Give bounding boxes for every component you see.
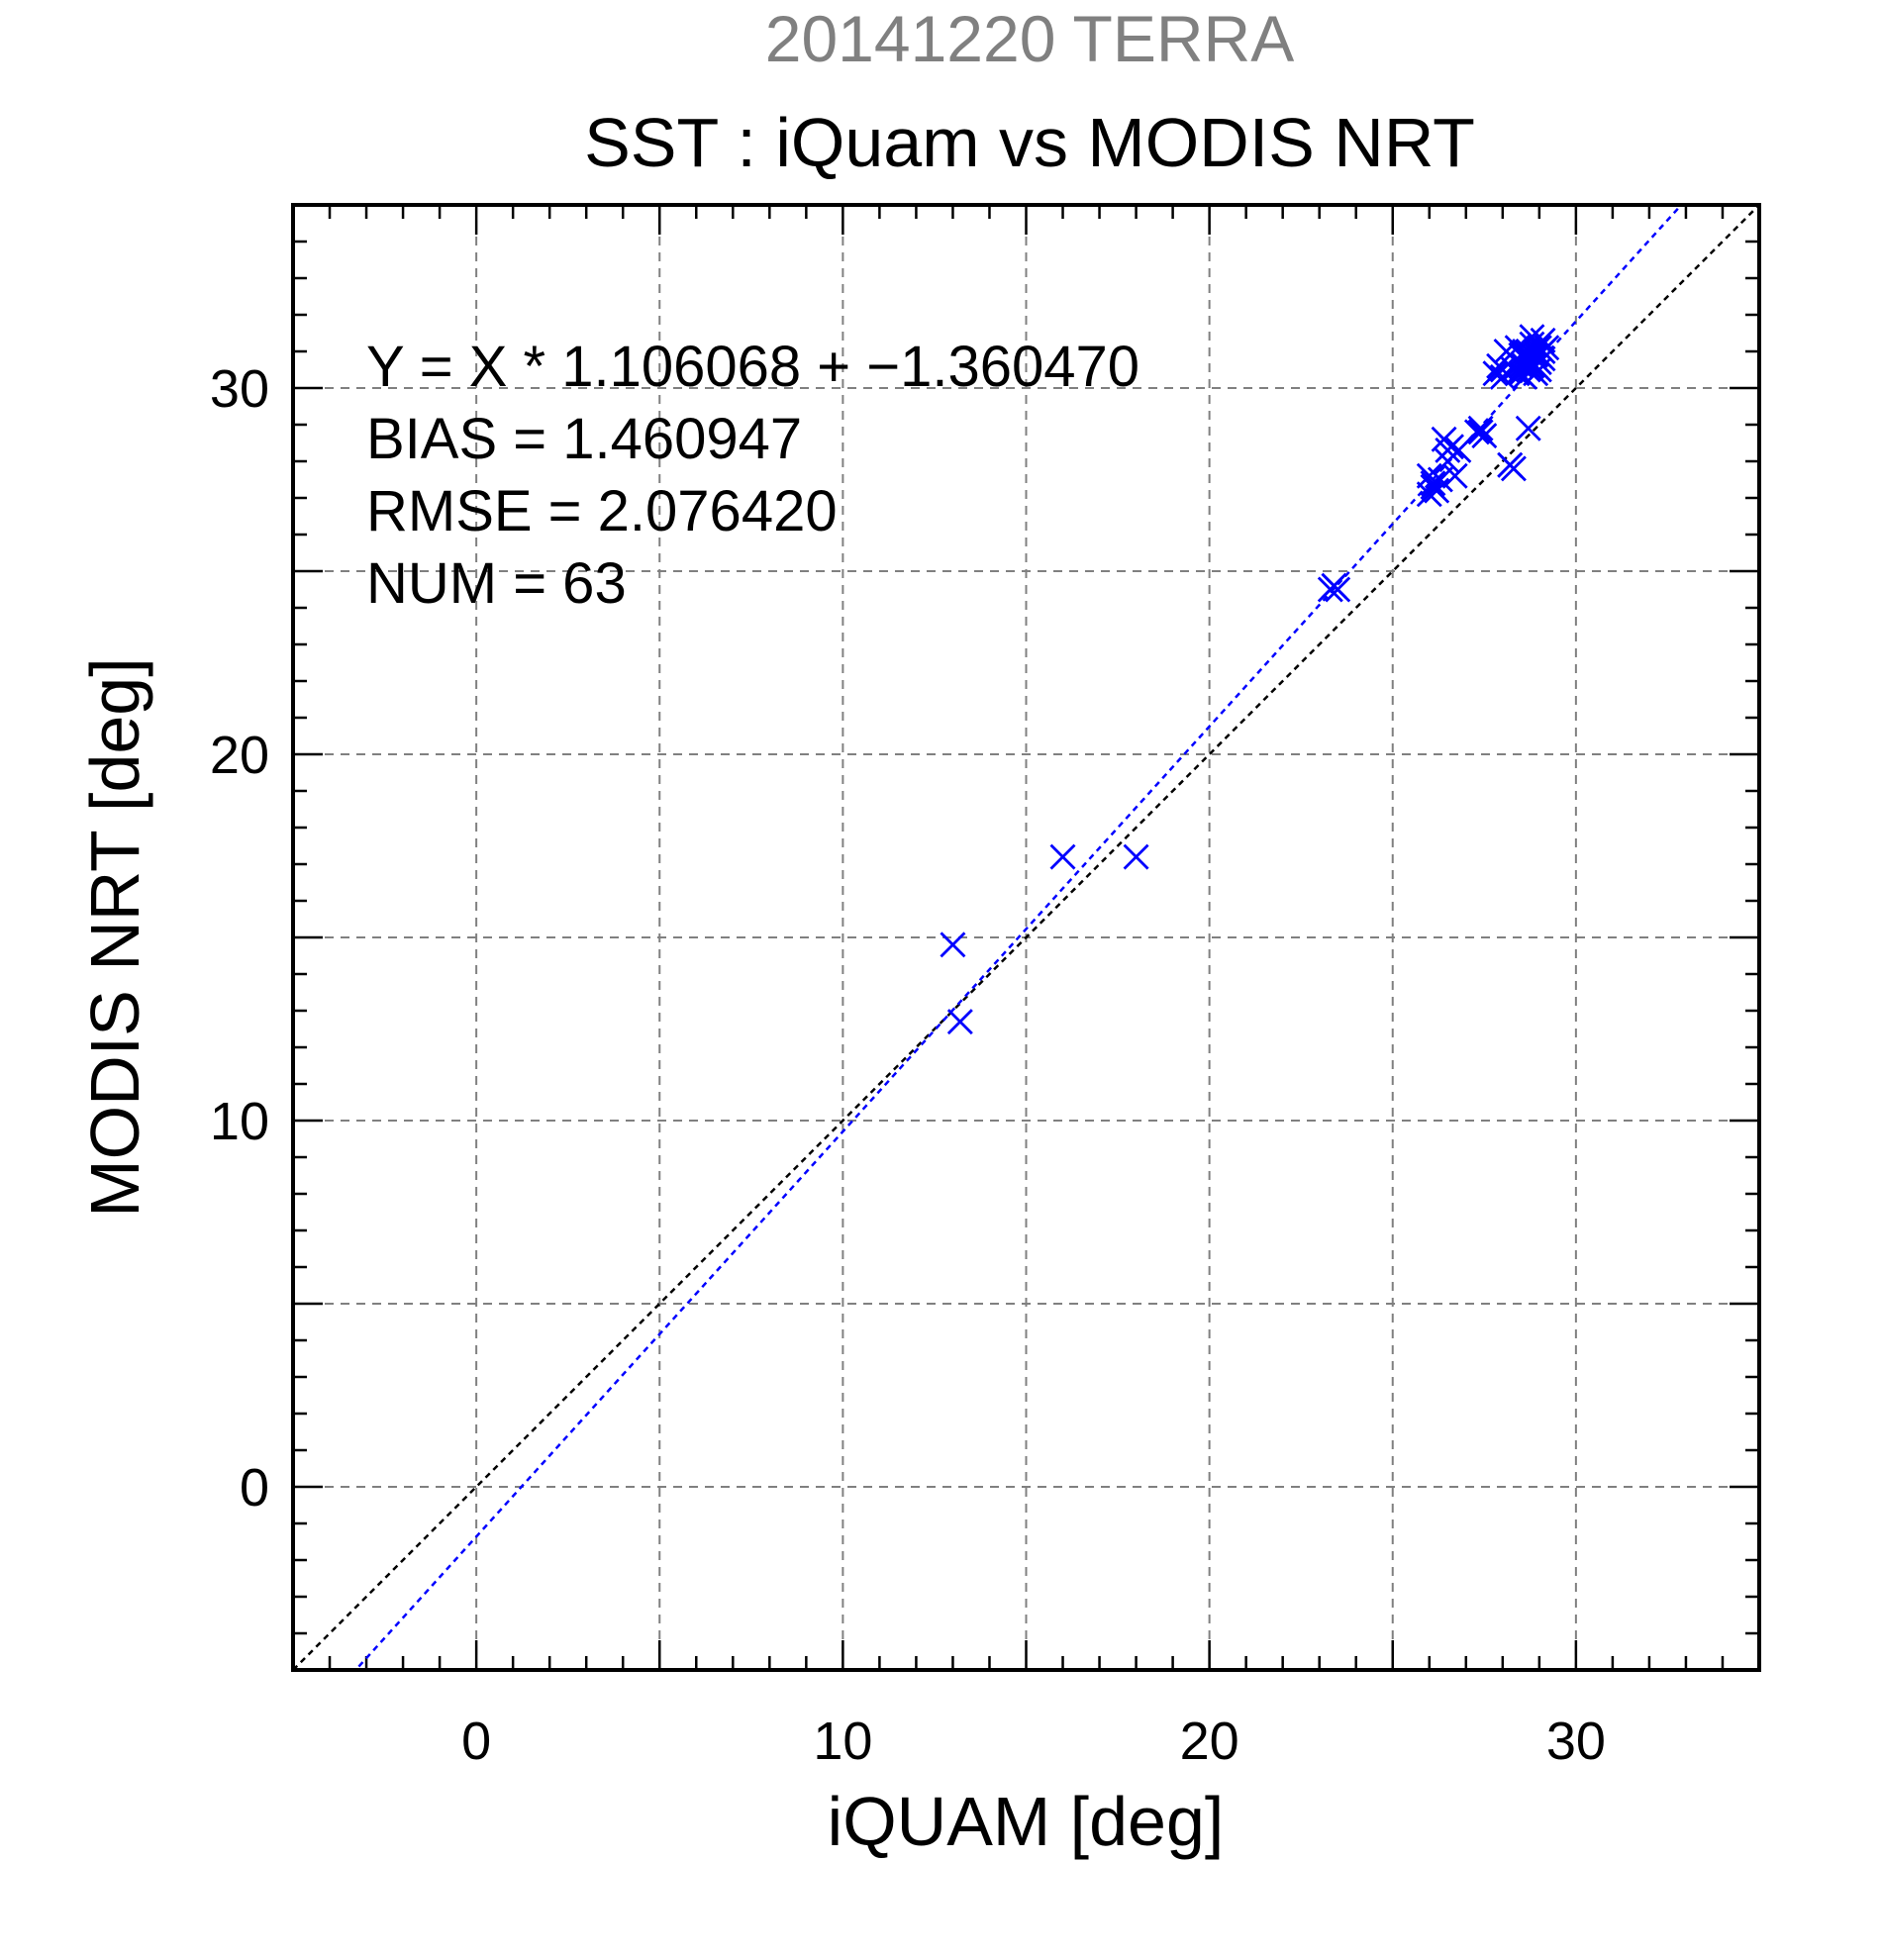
y-tick-label: 30	[210, 359, 269, 419]
data-point	[1530, 339, 1556, 364]
stats-annotation: Y = X * 1.106068 + −1.360470 BIAS = 1.46…	[366, 335, 1139, 616]
stats-fit-equation: Y = X * 1.106068 + −1.360470	[366, 335, 1139, 399]
stats-bias: BIAS = 1.460947	[366, 407, 802, 471]
data-point	[1512, 345, 1538, 372]
stats-num: NUM = 63	[366, 551, 627, 616]
x-axis-label: iQUAM [deg]	[828, 1783, 1225, 1860]
y-tick-labels: 0 10 20 30	[210, 359, 269, 1518]
y-axis-label: MODIS NRT [deg]	[76, 657, 153, 1217]
data-point	[1441, 462, 1468, 489]
data-point	[1467, 415, 1494, 441]
data-point	[1123, 843, 1149, 870]
stats-rmse: RMSE = 2.076420	[366, 479, 838, 543]
chart-title: SST : iQuam vs MODIS NRT	[584, 104, 1475, 181]
data-point	[1504, 360, 1531, 387]
data-point	[1420, 470, 1446, 497]
x-tick-label: 10	[813, 1712, 872, 1771]
axis-ticks	[293, 205, 1759, 1670]
data-point	[1321, 572, 1347, 599]
identity-line	[293, 205, 1759, 1670]
data-point	[1497, 451, 1524, 478]
x-tick-labels: 0 10 20 30	[461, 1712, 1606, 1771]
x-tick-label: 20	[1180, 1712, 1239, 1771]
y-tick-label: 10	[210, 1092, 269, 1151]
data-point	[1508, 352, 1534, 379]
y-tick-label: 0	[240, 1458, 269, 1518]
chart-supertitle: 20141220 TERRA	[765, 2, 1294, 75]
x-tick-label: 0	[461, 1712, 491, 1771]
data-point	[946, 1009, 973, 1035]
data-points	[940, 324, 1560, 1035]
data-point	[1427, 466, 1453, 493]
data-point	[1049, 843, 1076, 870]
x-tick-label: 30	[1546, 1712, 1606, 1771]
reference-lines	[293, 205, 1759, 1670]
data-point	[1519, 324, 1545, 350]
y-tick-label: 20	[210, 726, 269, 785]
data-point	[1467, 419, 1494, 445]
fit-line	[353, 205, 1683, 1670]
data-point	[940, 931, 966, 958]
data-point	[1515, 415, 1541, 441]
data-point	[1435, 437, 1461, 463]
plot-frame	[291, 203, 1761, 1672]
